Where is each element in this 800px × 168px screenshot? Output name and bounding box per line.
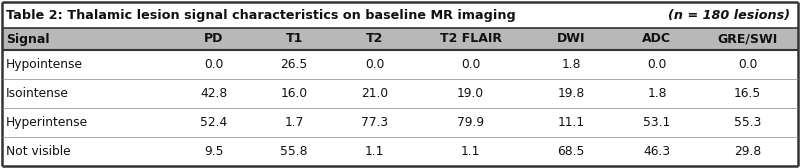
Text: 21.0: 21.0 bbox=[362, 87, 388, 100]
Text: 0.0: 0.0 bbox=[204, 58, 223, 71]
Text: 19.0: 19.0 bbox=[457, 87, 484, 100]
Text: 1.8: 1.8 bbox=[647, 87, 666, 100]
Bar bbox=[2, 2, 798, 28]
Text: DWI: DWI bbox=[557, 32, 586, 46]
Text: 1.1: 1.1 bbox=[461, 145, 480, 158]
Bar bbox=[2, 28, 798, 50]
Bar bbox=[2, 108, 798, 137]
Text: T2: T2 bbox=[366, 32, 383, 46]
Text: 1.1: 1.1 bbox=[365, 145, 385, 158]
Bar bbox=[2, 137, 798, 166]
Text: T2 FLAIR: T2 FLAIR bbox=[439, 32, 502, 46]
Text: Signal: Signal bbox=[6, 32, 50, 46]
Text: 79.9: 79.9 bbox=[457, 116, 484, 129]
Text: 19.8: 19.8 bbox=[558, 87, 585, 100]
Text: T1: T1 bbox=[286, 32, 303, 46]
Text: Table 2: Thalamic lesion signal characteristics on baseline MR imaging: Table 2: Thalamic lesion signal characte… bbox=[6, 9, 520, 22]
Text: ADC: ADC bbox=[642, 32, 671, 46]
Text: (n = 180 lesions): (n = 180 lesions) bbox=[668, 9, 790, 22]
Text: Not visible: Not visible bbox=[6, 145, 70, 158]
Text: Hypointense: Hypointense bbox=[6, 58, 83, 71]
Text: 1.7: 1.7 bbox=[285, 116, 304, 129]
Text: 16.0: 16.0 bbox=[281, 87, 308, 100]
Text: 77.3: 77.3 bbox=[362, 116, 388, 129]
Text: 55.3: 55.3 bbox=[734, 116, 762, 129]
Text: 42.8: 42.8 bbox=[200, 87, 227, 100]
Text: 1.8: 1.8 bbox=[562, 58, 581, 71]
Text: 0.0: 0.0 bbox=[738, 58, 758, 71]
Text: 68.5: 68.5 bbox=[558, 145, 585, 158]
Text: 46.3: 46.3 bbox=[643, 145, 670, 158]
Text: 0.0: 0.0 bbox=[647, 58, 666, 71]
Text: 0.0: 0.0 bbox=[365, 58, 385, 71]
Text: 55.8: 55.8 bbox=[281, 145, 308, 158]
Bar bbox=[2, 79, 798, 108]
Text: Isointense: Isointense bbox=[6, 87, 69, 100]
Text: 52.4: 52.4 bbox=[200, 116, 227, 129]
Text: GRE/SWI: GRE/SWI bbox=[718, 32, 778, 46]
Text: 16.5: 16.5 bbox=[734, 87, 762, 100]
Text: 9.5: 9.5 bbox=[204, 145, 223, 158]
Text: 11.1: 11.1 bbox=[558, 116, 585, 129]
Text: Hyperintense: Hyperintense bbox=[6, 116, 88, 129]
Text: 29.8: 29.8 bbox=[734, 145, 762, 158]
Text: 0.0: 0.0 bbox=[461, 58, 480, 71]
Text: PD: PD bbox=[204, 32, 223, 46]
Text: 26.5: 26.5 bbox=[281, 58, 308, 71]
Bar bbox=[2, 50, 798, 79]
Text: 53.1: 53.1 bbox=[643, 116, 670, 129]
